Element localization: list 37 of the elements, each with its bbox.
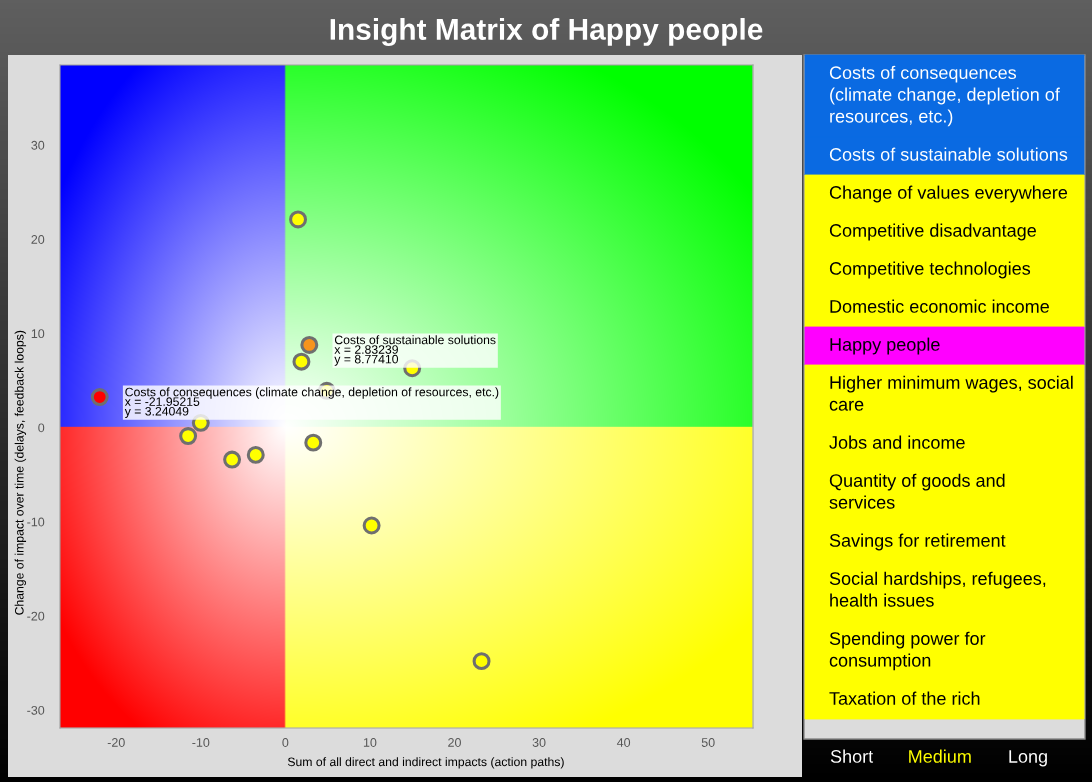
y-tick-label: -10 [27,517,45,527]
annotation: Costs of consequences (climate change, depletion of resources, etc.) x = -21.95215 y = 3.24049 [124,387,499,418]
y-tick-label: 10 [31,329,45,339]
y-axis-title: Change of impact over time (delays, feedback loops) [14,330,27,615]
x-axis-title: Sum of all direct and indirect impacts (action paths) [287,757,564,769]
y-tick-label: 30 [31,140,45,150]
category-label: Savings for retirement [829,533,1006,551]
category-label: Higher minimum wages, social care [829,375,1073,411]
category-label: Change of values everywhere [829,185,1068,203]
x-tick-label: 10 [363,738,377,747]
category-label: Spending power for consumption [829,631,986,671]
category-label: Costs of consequences (climate change, depletion of resources, etc.) [829,65,1060,127]
category-label: Quantity of goods and services [829,473,1005,509]
x-tick-label: 30 [532,738,546,747]
category-label: Social hardships, refugees, health issues [829,571,1046,607]
y-tick-label: -30 [27,705,45,715]
x-tick-label: 50 [701,738,715,747]
category-label: Medium [909,749,971,763]
category-label: Taxation of the rich [829,691,980,705]
annotation: Costs of sustainable solutions x = 2.83239 y = 8.77410 [334,335,496,366]
category-label: Costs of sustainable solutions [829,147,1068,161]
x-tick-label: 40 [616,738,631,747]
category-label: Competitive technologies [829,261,1031,279]
x-tick-label: -20 [107,738,125,747]
category-label: Competitive disadvantage [829,223,1036,241]
x-tick-label: 20 [448,738,461,747]
x-tick-label: 0 [282,738,289,747]
x-tick-label: -10 [192,738,210,747]
category-label: Jobs and income [829,435,965,449]
y-tick-label: 20 [31,235,45,244]
category-label: Happy people [830,337,940,355]
chart-title: Insight Matrix of Happy people [330,18,763,46]
category-label: Domestic economic income [830,299,1049,313]
y-tick-label: -20 [27,611,45,621]
category-label: Short [830,749,874,763]
category-label: Long [1009,750,1047,767]
y-tick-label: 0 [38,423,45,433]
